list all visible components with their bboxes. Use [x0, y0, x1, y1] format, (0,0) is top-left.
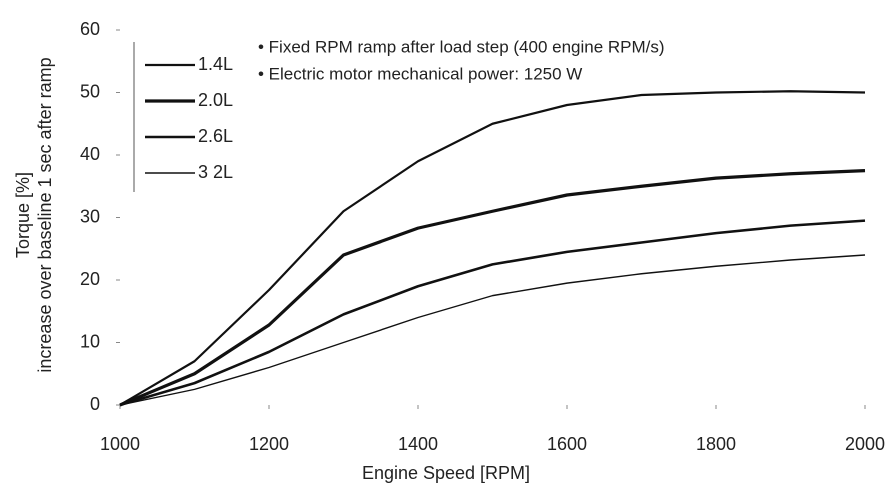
y-tick-label: 60 — [80, 19, 100, 39]
y-tick-label: 50 — [80, 81, 100, 101]
series-line — [119, 90, 866, 406]
x-tick-label: 1000 — [100, 434, 140, 454]
x-tick-label: 1800 — [696, 434, 736, 454]
y-tick-label: 30 — [80, 206, 100, 226]
series-line — [119, 219, 866, 407]
y-axis-label: increase over baseline 1 sec after ramp — [35, 57, 55, 372]
y-tick-label: 40 — [80, 144, 100, 164]
x-tick-label: 1600 — [547, 434, 587, 454]
legend-label: 2.6L — [198, 126, 233, 146]
x-axis-label: Engine Speed [RPM] — [362, 463, 530, 483]
y-axis-label: Torque [%] — [13, 172, 33, 258]
y-tick-label: 20 — [80, 269, 100, 289]
legend-label: 2.0L — [198, 90, 233, 110]
x-tick-label: 1200 — [249, 434, 289, 454]
series-line — [119, 169, 866, 407]
x-tick-label: 2000 — [845, 434, 885, 454]
y-tick-label: 0 — [90, 394, 100, 414]
y-tick-label: 10 — [80, 331, 100, 351]
annotation: • Electric motor mechanical power: 1250 … — [258, 64, 582, 83]
legend-label: 1.4L — [198, 54, 233, 74]
annotation: • Fixed RPM ramp after load step (400 en… — [258, 37, 665, 56]
x-tick-label: 1400 — [398, 434, 438, 454]
series-line — [119, 254, 866, 406]
legend-label: 3 2L — [198, 162, 233, 182]
